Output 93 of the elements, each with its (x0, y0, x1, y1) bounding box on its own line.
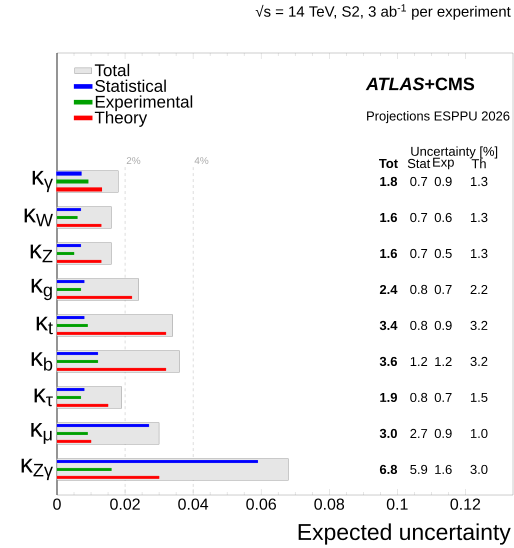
annotation: 0.5 (434, 248, 452, 258)
annotation: Stat (408, 158, 430, 168)
bar (56, 296, 132, 299)
bar (56, 388, 84, 392)
annotation: 3.0 (380, 428, 397, 438)
bar (56, 460, 258, 463)
bar (56, 368, 166, 371)
bar (56, 224, 102, 227)
bar (56, 172, 82, 176)
x-tick-label: 0 (53, 498, 61, 510)
annotation: 0.8 (410, 320, 428, 330)
chart-title: √s = 14 TeV, S2, 3 ab$^{-1}$ per experiment (256, 4, 511, 20)
x-tick-label: 0.1 (386, 498, 408, 510)
annotation: 1.6 (380, 212, 397, 222)
y-tick-label: κ$_{b}$ (32, 352, 52, 371)
bar (56, 440, 92, 443)
annotation: 0.8 (410, 392, 428, 402)
annotation: 0.7 (410, 176, 428, 186)
legend-label: Total (94, 64, 130, 76)
y-tick-label: κ$_{μ}$ (31, 423, 52, 444)
bar (56, 244, 82, 248)
y-tick-label: κ$_{τ}$ (34, 388, 53, 406)
y-tick-label: κ$_{Z}$ (30, 244, 52, 262)
text: Uncertainty [%] (411, 146, 498, 158)
annotation: 1.0 (470, 428, 488, 438)
bar (56, 476, 160, 479)
annotation: 2.2 (470, 284, 488, 294)
y-tick-label: κ$_{t}$ (36, 316, 53, 334)
annotation: 2.4 (380, 284, 398, 294)
annotation: 1.2 (410, 356, 428, 366)
annotation: 0.7 (434, 392, 452, 402)
ref-line-label: 2% (126, 157, 140, 164)
annotation: 1.6 (380, 248, 397, 258)
y-tick-label: κ$_{g}$ (32, 278, 52, 300)
bar (56, 324, 88, 327)
annotation: 0.7 (410, 248, 428, 258)
legend-label: Experimental (96, 95, 192, 112)
annotation: 1.2 (435, 356, 452, 366)
bar (56, 468, 112, 471)
annotation: Exp (433, 158, 454, 170)
annotation: 1.3 (470, 176, 488, 186)
x-axis-title: Expected uncertainty (298, 523, 511, 545)
annotation: 3.2 (470, 320, 488, 330)
annotation: 1.3 (470, 248, 488, 258)
bar (56, 332, 166, 335)
text: ATLAS+CMS (366, 78, 474, 90)
annotation: 0.9 (434, 320, 452, 330)
x-tick-label: 0.12 (450, 498, 480, 510)
bar (56, 352, 98, 356)
bar (56, 208, 82, 212)
text: Projections ESPPU 2026 (367, 111, 510, 124)
ref-line-label: 4% (194, 157, 208, 164)
annotation: 3.6 (380, 356, 397, 366)
annotation: 3.0 (470, 464, 488, 474)
bar (56, 216, 78, 219)
annotation: 3.2 (470, 356, 488, 366)
annotation: Th (472, 158, 486, 168)
annotation: 2.7 (410, 428, 428, 438)
bar (56, 280, 84, 284)
bar (56, 404, 108, 407)
annotation: 0.7 (410, 212, 428, 222)
bar (56, 260, 102, 263)
annotation: 0.6 (434, 212, 452, 222)
legend-label: Theory (94, 111, 148, 127)
annotation: 1.5 (470, 392, 488, 402)
annotation: 1.9 (380, 392, 397, 402)
bar (56, 396, 82, 399)
x-tick-label: 0.08 (314, 498, 344, 510)
annotation: 1.3 (470, 212, 488, 222)
annotation: 0.8 (410, 284, 428, 294)
bar (56, 360, 98, 363)
annotation: 6.8 (380, 464, 398, 474)
legend-label: Statistical (95, 80, 166, 92)
bar (56, 288, 82, 291)
y-tick-label: κ$_{Zγ}$ (22, 458, 53, 480)
x-tick-label: 0.06 (246, 498, 276, 510)
x-tick-label: 0.04 (178, 498, 208, 510)
bar (56, 424, 150, 427)
bar (56, 252, 74, 255)
y-tick-label: κ$_{W}$ (24, 208, 53, 226)
annotation: 3.4 (380, 320, 398, 330)
bar (56, 187, 102, 192)
annotation: 5.9 (410, 464, 428, 474)
annotation: 0.9 (434, 176, 452, 186)
y-tick-label: κ$_{γ}$ (32, 170, 53, 192)
annotation: 0.7 (434, 284, 452, 294)
bar (56, 432, 88, 435)
annotation: Tot (379, 158, 398, 168)
x-tick-label: 0.02 (110, 498, 140, 510)
annotation: 1.6 (435, 464, 452, 474)
annotation: 1.8 (380, 176, 398, 186)
annotation: 0.9 (434, 428, 452, 438)
bar (56, 316, 84, 320)
